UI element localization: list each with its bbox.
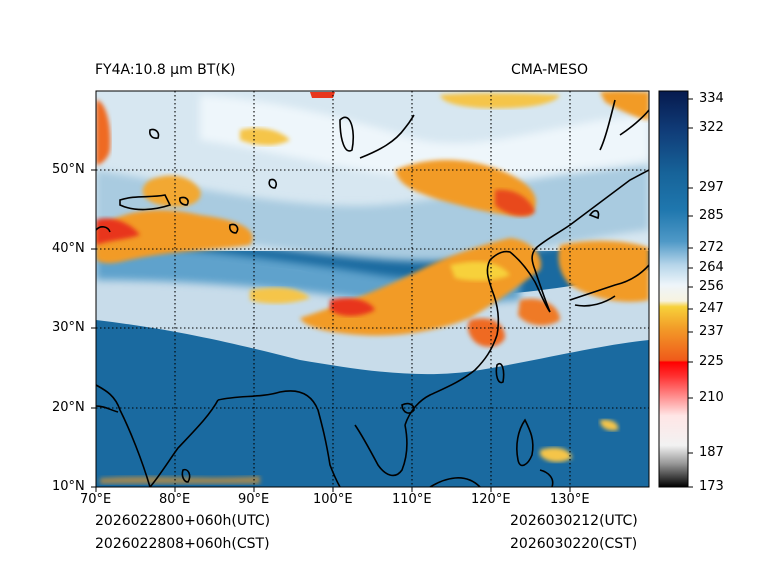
colorbar-tick-label: 210	[699, 390, 724, 405]
colorbar	[659, 91, 688, 487]
lon-tick-label: 80°E	[159, 492, 191, 507]
colorbar-tick-label: 237	[699, 324, 724, 339]
colorbar-tick-label: 247	[699, 301, 724, 316]
valid-time-cst: 2026030220(CST)	[510, 536, 638, 552]
colorbar-frame	[658, 90, 689, 488]
lon-tick-label: 130°E	[550, 492, 590, 507]
colorbar-tick-label: 297	[699, 180, 724, 195]
colorbar-tick-label: 285	[699, 208, 724, 223]
init-time-utc: 2026022800+060h(UTC)	[95, 513, 271, 529]
satellite-image	[96, 91, 649, 487]
colorbar-tick-label: 173	[699, 479, 724, 494]
colorbar-tick-label: 334	[699, 91, 724, 106]
init-time-cst: 2026022808+060h(CST)	[95, 536, 270, 552]
lon-tick-label: 110°E	[392, 492, 432, 507]
colorbar-ticks	[688, 98, 693, 488]
map-frame	[95, 90, 650, 488]
colorbar-tick-label: 272	[699, 240, 724, 255]
colorbar-tick-label: 256	[699, 279, 724, 294]
model-name: CMA-MESO	[511, 62, 589, 78]
lon-tick-label: 70°E	[80, 492, 112, 507]
colorbar-tick-label: 187	[699, 445, 724, 460]
lat-tick-label: 40°N	[52, 241, 85, 256]
lat-tick-label: 10°N	[52, 479, 85, 494]
colorbar-tick-label: 225	[699, 354, 724, 369]
coastline-layer	[96, 99, 649, 487]
lat-tick-label: 30°N	[52, 320, 85, 335]
graticule	[96, 91, 649, 487]
lat-tick-label: 50°N	[52, 162, 85, 177]
axis-ticks	[91, 169, 571, 492]
lat-tick-label: 20°N	[52, 400, 85, 415]
map-title: FY4A:10.8 µm BT(K)	[95, 62, 236, 78]
colorbar-tick-label: 264	[699, 260, 724, 275]
colorbar-tick-label: 322	[699, 120, 724, 135]
lon-tick-label: 120°E	[471, 492, 511, 507]
lon-tick-label: 100°E	[313, 492, 353, 507]
valid-time-utc: 2026030212(UTC)	[510, 513, 638, 529]
lon-tick-label: 90°E	[238, 492, 270, 507]
